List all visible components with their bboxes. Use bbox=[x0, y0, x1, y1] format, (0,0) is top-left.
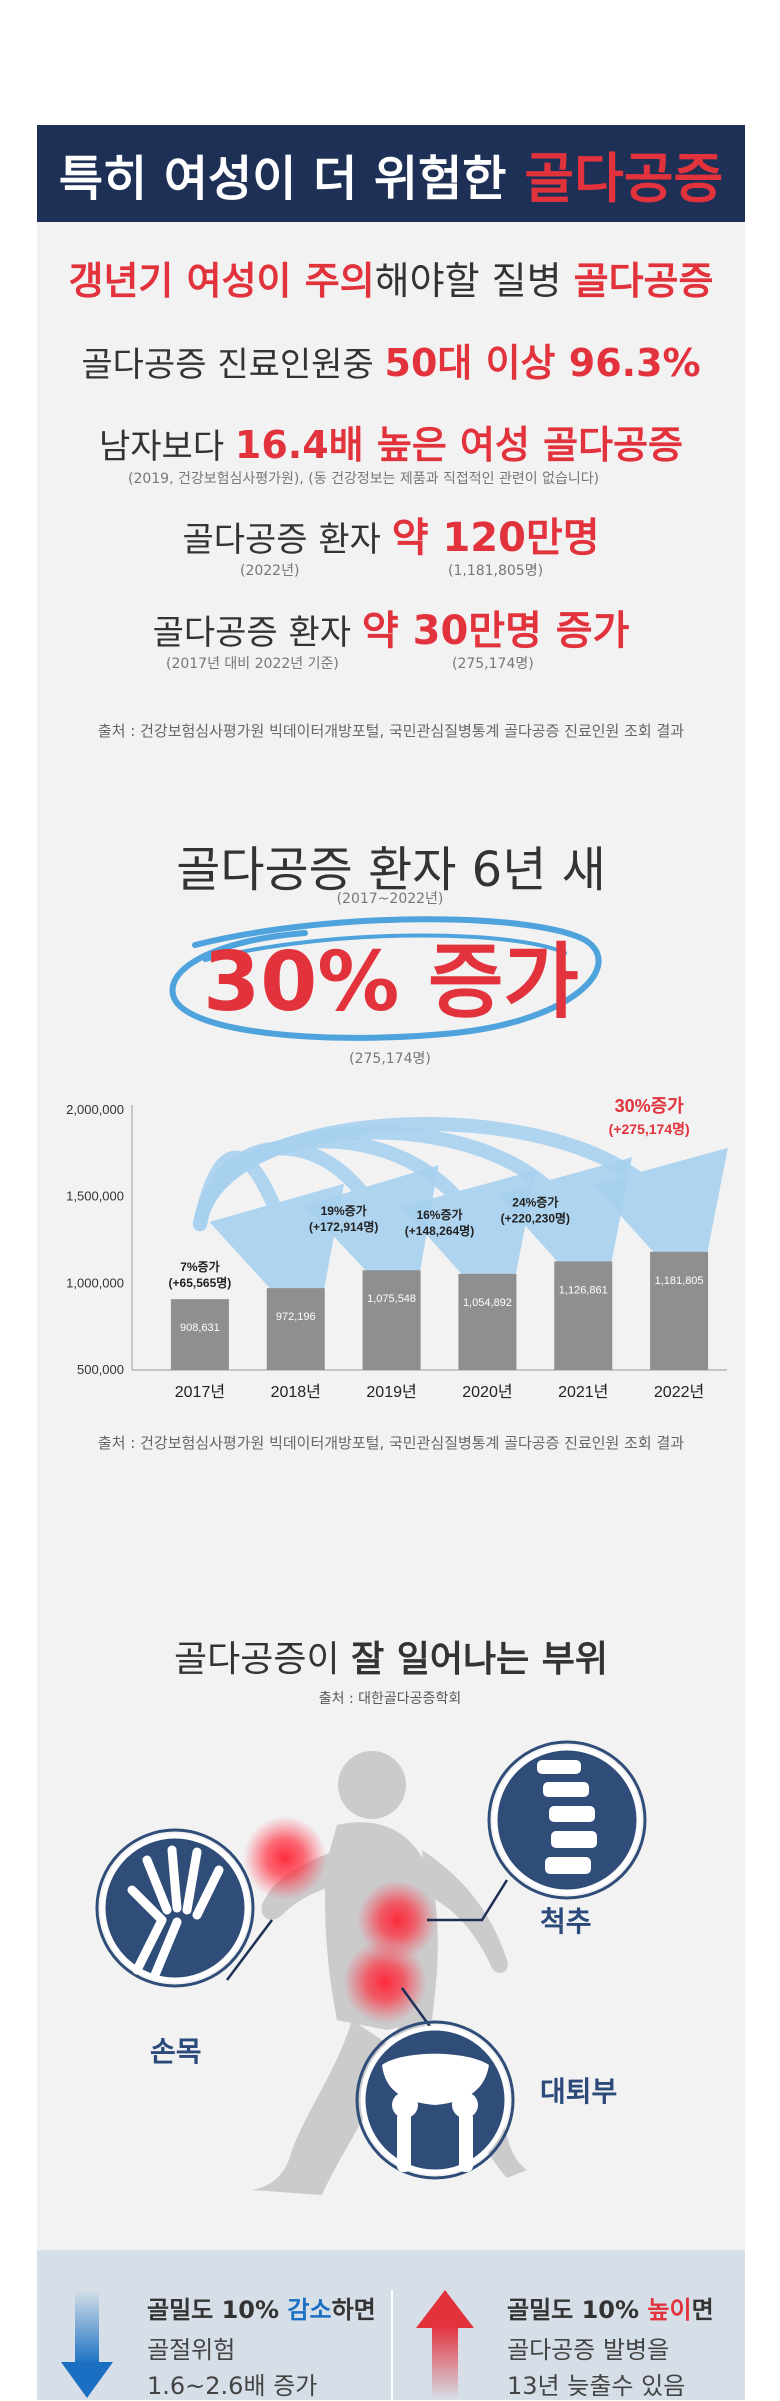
x-tick-label: 2017년 bbox=[175, 1383, 225, 1401]
fact-5-red: 약 30만명 증가 bbox=[361, 608, 630, 654]
left-title-plain: 골밀도 10% bbox=[147, 2296, 288, 2324]
banner-prefix: 특히 여성이 더 위험한 bbox=[58, 150, 507, 207]
right-title: 골밀도 10% 높이면 bbox=[507, 2290, 714, 2325]
x-tick-label: 2019년 bbox=[366, 1383, 416, 1401]
right-title-red: 높이 bbox=[647, 2296, 692, 2324]
label-wrist: 손목 bbox=[150, 2035, 202, 2068]
growth-annotation: 7%증가 bbox=[180, 1259, 219, 1274]
bottom-comparison: 골밀도 10% 감소하면 골절위험 1.6~2.6배 증가 골밀도 10% 높이… bbox=[37, 2250, 745, 2400]
right-line-3: 13년 늦출수 있음 bbox=[507, 2372, 686, 2400]
fact-line-5: 골다공증 환자 약 30만명 증가 bbox=[37, 598, 745, 656]
x-tick-label: 2021년 bbox=[558, 1383, 608, 1401]
fact-3-red: 16.4배 높은 여성 골다공증 bbox=[234, 423, 684, 467]
fact-2-dark: 골다공증 진료인원중 bbox=[81, 345, 385, 385]
down-arrow-icon bbox=[61, 2290, 113, 2398]
left-title-tail: 하면 bbox=[331, 2296, 376, 2324]
fact-1-red2: 골다공증 bbox=[573, 259, 714, 303]
label-spine: 척추 bbox=[540, 1905, 592, 1938]
scribble-circle bbox=[169, 916, 602, 1041]
banner-highlight: 골다공증 bbox=[524, 147, 724, 210]
growth-arrow bbox=[192, 1117, 728, 1302]
bar bbox=[170, 1299, 229, 1370]
wrist-bone-icon bbox=[95, 1828, 255, 1988]
x-tick-label: 2018년 bbox=[271, 1383, 321, 1401]
fact-4-note-right: (1,181,805명) bbox=[448, 563, 544, 579]
bar bbox=[554, 1261, 613, 1370]
left-title: 골밀도 10% 감소하면 bbox=[147, 2290, 376, 2325]
body-illustration bbox=[95, 1740, 647, 2195]
spine-glow bbox=[357, 1880, 437, 1960]
x-tick-label: 2022년 bbox=[654, 1383, 704, 1401]
fact-5-dark: 골다공증 환자 bbox=[152, 613, 362, 653]
y-tick-label: 1,000,000 bbox=[66, 1275, 124, 1290]
bar bbox=[266, 1288, 325, 1370]
fact-1-dark: 해야할 질병 bbox=[374, 259, 574, 303]
header-banner: 특히 여성이 더 위험한 골다공증 bbox=[37, 125, 745, 222]
sites-title: 골다공증이 잘 일어나는 부위 bbox=[37, 1630, 745, 1682]
divider bbox=[391, 2290, 393, 2400]
right-title-plain: 골밀도 10% bbox=[507, 2296, 648, 2324]
bar-value-label: 908,631 bbox=[180, 1322, 220, 1334]
patient-bar-chart: 2,000,000 1,500,000 1,000,000 500,000 908,6… bbox=[66, 1096, 728, 1401]
hip-bone-icon bbox=[355, 2020, 515, 2180]
fact-line-3: 남자보다 16.4배 높은 여성 골다공증 bbox=[37, 414, 745, 469]
growth-annotation: (+65,565명) bbox=[169, 1276, 232, 1290]
fact-3-note: (2019, 건강보험심사평가원), (동 건강정보는 제품과 직접적인 관련이… bbox=[128, 471, 600, 487]
growth-headline: 30% 증가 bbox=[203, 935, 579, 1030]
hip-glow bbox=[343, 1940, 427, 2024]
growth-annotation: 16%증가 bbox=[416, 1207, 462, 1222]
fact-line-4: 골다공증 환자 약 120만명 bbox=[37, 505, 745, 563]
bar-value-label: 1,075,548 bbox=[367, 1293, 416, 1305]
fact-line-2: 골다공증 진료인원중 50대 이상 96.3% bbox=[37, 332, 745, 387]
bar bbox=[458, 1273, 517, 1370]
growth-annotation: (+275,174명) bbox=[609, 1121, 690, 1137]
chart-source: 출처 : 건강보험심사평가원 빅데이터개방포털, 국민관심질병통계 골다공증 진… bbox=[97, 1434, 685, 1452]
bar bbox=[650, 1251, 709, 1370]
x-tick-label: 2020년 bbox=[462, 1383, 512, 1401]
growth-count: (275,174명) bbox=[349, 1051, 431, 1067]
right-title-tail: 면 bbox=[691, 2296, 714, 2324]
fact-2-red: 50대 이상 96.3% bbox=[384, 341, 701, 385]
fact-line-1: 갱년기 여성이 주의해야할 질병 골다공증 bbox=[37, 250, 745, 305]
growth-title: 골다공증 환자 6년 새 bbox=[176, 842, 606, 898]
growth-annotation: (+220,230명) bbox=[501, 1211, 570, 1225]
fact-4-note-left: (2022년) bbox=[240, 563, 300, 579]
left-line-2: 골절위험 bbox=[147, 2336, 236, 2364]
fact-3-dark: 남자보다 bbox=[98, 427, 235, 467]
growth-annotation: 24%증가 bbox=[512, 1194, 558, 1209]
right-line-2: 골다공증 발병을 bbox=[507, 2336, 670, 2364]
y-tick-label: 2,000,000 bbox=[66, 1102, 124, 1117]
growth-annotation: (+172,914명) bbox=[309, 1220, 378, 1234]
spine-icon bbox=[487, 1740, 647, 1900]
fact-4-red: 약 120만명 bbox=[391, 515, 600, 561]
bar-value-label: 1,126,861 bbox=[559, 1284, 608, 1296]
y-tick-label: 500,000 bbox=[77, 1362, 124, 1377]
wrist-glow bbox=[243, 1816, 327, 1900]
bar-value-label: 1,181,805 bbox=[655, 1275, 704, 1287]
facts-source: 출처 : 건강보험심사평가원 빅데이터개방포털, 국민관심질병통계 골다공증 진… bbox=[97, 722, 685, 740]
sites-source: 출처 : 대한골다공증학회 bbox=[318, 1691, 462, 1707]
fact-4-dark: 골다공증 환자 bbox=[182, 520, 392, 560]
y-tick-label: 1,500,000 bbox=[66, 1189, 124, 1204]
growth-annotation: (+148,264명) bbox=[405, 1224, 474, 1238]
bar-value-label: 972,196 bbox=[276, 1311, 316, 1323]
sites-title-bold: 잘 일어나는 부위 bbox=[351, 1639, 608, 1680]
left-line-3: 1.6~2.6배 증가 bbox=[147, 2372, 318, 2400]
growth-annotation: 19%증가 bbox=[321, 1203, 367, 1218]
label-hip: 대퇴부 bbox=[540, 2075, 618, 2108]
growth-annotation: 30%증가 bbox=[615, 1096, 685, 1116]
up-arrow-icon bbox=[416, 2290, 474, 2400]
fact-5-note-left: (2017년 대비 2022년 기준) bbox=[166, 656, 339, 672]
fact-1-red: 갱년기 여성이 주의 bbox=[68, 259, 375, 303]
fact-5-note-right: (275,174명) bbox=[452, 656, 534, 672]
sites-title-plain: 골다공증이 bbox=[174, 1639, 352, 1680]
left-title-blue: 감소 bbox=[287, 2296, 332, 2324]
growth-period: (2017~2022년) bbox=[336, 891, 444, 907]
bar bbox=[362, 1270, 421, 1370]
bar-value-label: 1,054,892 bbox=[463, 1297, 512, 1309]
